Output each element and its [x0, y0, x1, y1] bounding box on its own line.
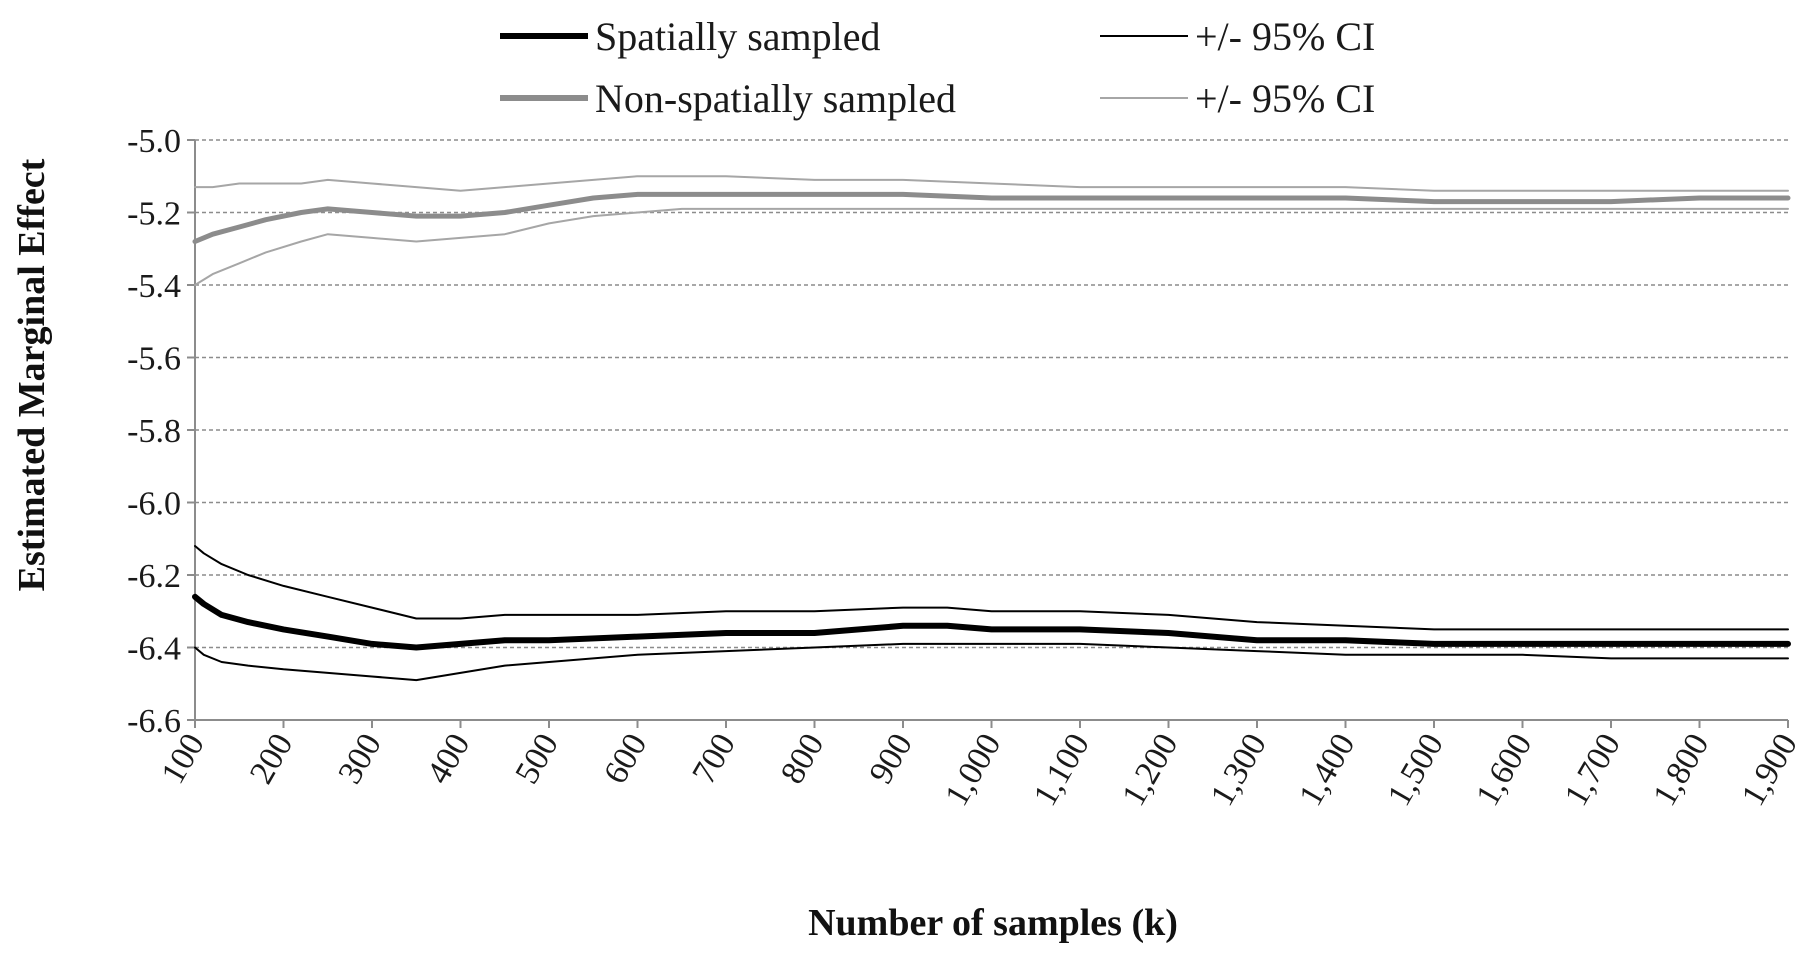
- x-axis-title: Number of samples (k): [808, 902, 1178, 944]
- series-line: [194, 207, 1789, 286]
- x-tick-label: 1,600: [1469, 728, 1539, 813]
- x-tick-label: 1,200: [1115, 728, 1185, 813]
- legend-label: +/- 95% CI: [1195, 76, 1375, 121]
- x-tick-label: 200: [243, 728, 301, 791]
- series-line: [194, 642, 1789, 682]
- legend-label: Non-spatially sampled: [595, 76, 956, 121]
- x-tick-label: 1,100: [1027, 728, 1097, 813]
- y-tick-label: -6.4: [127, 631, 181, 668]
- x-tick-label: 900: [862, 728, 920, 791]
- x-tick-label: 1,500: [1381, 728, 1451, 813]
- series-line: [192, 593, 1791, 651]
- x-tick-label: 400: [420, 728, 478, 791]
- x-tick-label: 500: [508, 728, 566, 791]
- y-tick-label: -5.2: [127, 196, 181, 233]
- y-tick-label: -5.8: [127, 413, 181, 450]
- series-layer: [192, 175, 1791, 682]
- y-tick-label: -6.0: [127, 486, 181, 523]
- x-tick-label: 800: [774, 728, 832, 791]
- y-axis-ticks: -5.0 -5.2 -5.4 -5.6 -5.8 -6.0 -6.2 -6.4 -6.6: [127, 123, 181, 740]
- legend-label: Spatially sampled: [595, 14, 881, 59]
- legend-label: +/- 95% CI: [1195, 14, 1375, 59]
- series-line: [194, 545, 1789, 631]
- x-tick-label: 1,800: [1646, 728, 1716, 813]
- legend: Spatially sampled +/- 95% CI Non-spatially…: [500, 14, 1375, 121]
- y-tick-label: -5.4: [127, 268, 181, 305]
- series-line: [194, 175, 1789, 192]
- x-tick-label: 1,700: [1558, 728, 1628, 813]
- x-axis-ticks: 100 200 300 400 500 600 700 800 900 1,000 1,100 1,2…: [154, 728, 1800, 813]
- x-tick-label: 1,300: [1204, 728, 1274, 813]
- y-axis-title: Estimated Marginal Effect: [11, 158, 53, 591]
- axes: [187, 139, 1789, 728]
- y-tick-label: -5.0: [127, 123, 181, 160]
- x-tick-label: 300: [331, 728, 389, 791]
- x-tick-label: 1,400: [1292, 728, 1362, 813]
- y-tick-label: -6.6: [127, 703, 181, 740]
- series-line: [192, 191, 1791, 244]
- x-tick-label: 1,000: [938, 728, 1008, 813]
- x-tick-label: 600: [597, 728, 655, 791]
- y-tick-label: -5.6: [127, 341, 181, 378]
- x-tick-label: 700: [685, 728, 743, 791]
- y-tick-label: -6.2: [127, 558, 181, 595]
- x-tick-label: 1,900: [1735, 728, 1800, 813]
